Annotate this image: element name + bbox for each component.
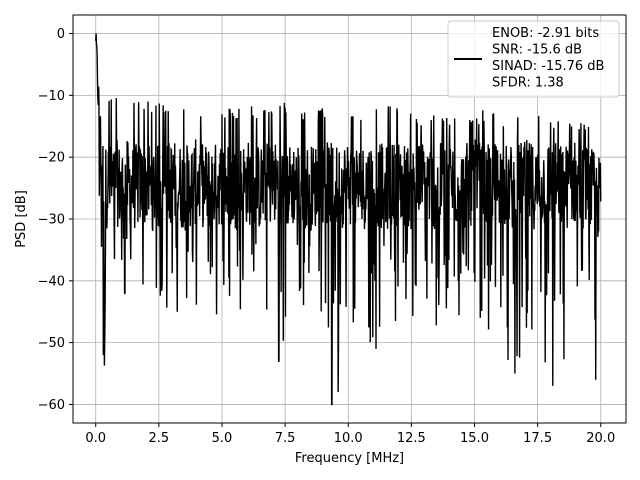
legend: ENOB: -2.91 bits SNR: -15.6 dB SINAD: -1… (447, 20, 620, 98)
legend-entry-sfdr: SFDR: 1.38 (492, 76, 564, 91)
legend-box (447, 20, 620, 98)
y-tick-label: −30 (38, 213, 65, 228)
x-tick-label: 12.5 (397, 431, 426, 446)
psd-series-line (95, 33, 602, 406)
x-axis-ticks: 0.0 2.5 5.0 7.5 10.0 12.5 15.0 17.5 20.0 (85, 423, 615, 446)
x-tick-label: 20.0 (586, 431, 615, 446)
x-axis-label: Frequency [MHz] (295, 451, 404, 466)
legend-entry-snr: SNR: -15.6 dB (492, 43, 582, 58)
y-axis-label: PSD [dB] (14, 190, 29, 248)
x-tick-label: 2.5 (149, 431, 170, 446)
y-tick-label: −60 (38, 398, 65, 413)
x-tick-label: 5.0 (212, 431, 233, 446)
x-tick-label: 17.5 (523, 431, 552, 446)
y-tick-label: −50 (38, 336, 65, 351)
x-tick-label: 15.0 (460, 431, 489, 446)
legend-entry-enob: ENOB: -2.91 bits (492, 26, 599, 41)
x-tick-label: 0.0 (85, 431, 106, 446)
x-tick-label: 7.5 (275, 431, 296, 446)
y-tick-label: −20 (38, 151, 65, 166)
y-tick-label: −10 (38, 89, 65, 104)
legend-entry-sinad: SINAD: -15.76 dB (492, 59, 604, 74)
plot-area (95, 33, 602, 406)
x-tick-label: 10.0 (334, 431, 363, 446)
y-axis-ticks: 0 −10 −20 −30 −40 −50 −60 (38, 27, 73, 413)
y-tick-label: −40 (38, 274, 65, 289)
y-tick-label: 0 (57, 27, 65, 42)
